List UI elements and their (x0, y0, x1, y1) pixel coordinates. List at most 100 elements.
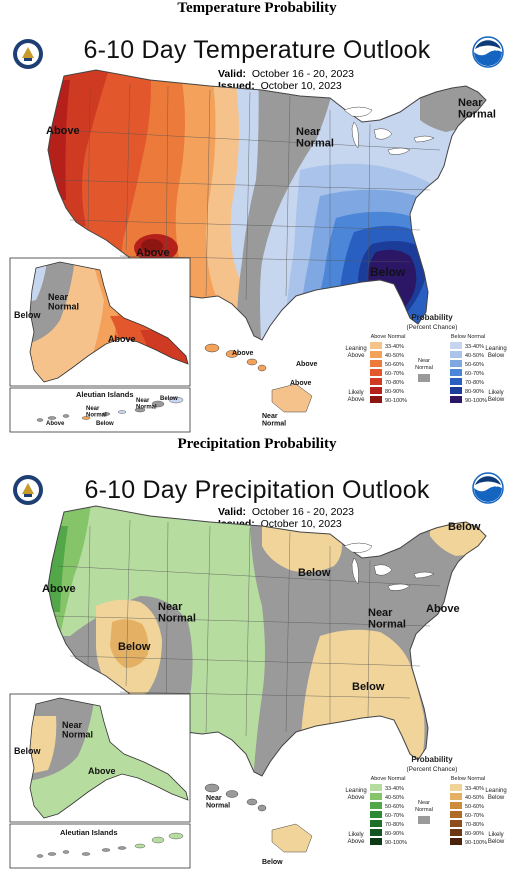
temperature-legend-above-swatch (370, 342, 382, 349)
precipitation-legend-above-swatch (370, 838, 382, 845)
precipitation-label-near-normal-w: Near Normal (158, 601, 196, 625)
temperature-aleutian-inset (9, 387, 191, 433)
precipitation-legend-likely-above: Likely Above (347, 832, 365, 845)
precipitation-great-lakes (343, 542, 435, 591)
temperature-legend-col-above: Above Normal (371, 334, 406, 340)
temperature-legend-likely-below: Likely Below (488, 390, 505, 403)
precipitation-label-below-ne: Below (448, 521, 481, 533)
precipitation-label-alaska-near: Near Normal (62, 720, 93, 740)
precipitation-legend-above-bin: 90-100% (385, 840, 407, 846)
precipitation-heading: Precipitation Probability (177, 436, 337, 452)
temperature-legend-above-swatch (370, 396, 382, 403)
noaa-logo-text: NOAA (479, 483, 497, 489)
temperature-aleutian-islands (36, 396, 184, 422)
precipitation-legend-above-bin: 70-80% (385, 822, 404, 828)
temperature-legend-below-swatch (450, 378, 462, 385)
temperature-legend: Probability (Percent Chance) Above Norma… (345, 313, 506, 404)
temperature-label-near-normal-ne: Near Normal (458, 97, 496, 121)
precipitation-label-hawaii-below: Below (262, 859, 283, 866)
temperature-label-aleut-below1: Below (96, 421, 114, 427)
precipitation-legend-above-bin: 40-50% (385, 795, 404, 801)
temperature-label-above-west: Above (46, 125, 80, 137)
temperature-legend-above-bin: 40-50% (385, 353, 404, 359)
temperature-legend-below-bin: 60-70% (465, 371, 484, 377)
precipitation-label-below-north: Below (298, 567, 331, 579)
temperature-legend-above-swatch (370, 378, 382, 385)
temperature-legend-col-below: Below Normal (451, 334, 485, 340)
temperature-label-aleut-below2: Below (160, 396, 178, 402)
precipitation-legend-below-bin: 50-60% (465, 804, 484, 810)
temperature-legend-leaning-below: Leaning Below (485, 346, 506, 359)
temperature-legend-below-swatch (450, 351, 462, 358)
precipitation-map: Probability (Percent Chance) Above Norma… (9, 505, 507, 869)
temperature-legend-likely-above: Likely Above (347, 390, 365, 403)
temperature-label-hawaii-near: Near Normal (262, 413, 286, 427)
precipitation-legend-likely-below: Likely Below (488, 832, 505, 845)
precipitation-label-hawaii-near: Near Normal (206, 795, 230, 809)
precipitation-legend-below-bin: 33-40% (465, 786, 484, 792)
temperature-label-alaska-below: Below (14, 310, 42, 320)
temperature-great-lakes (343, 106, 435, 155)
temperature-map: Probability (Percent Chance) Above Norma… (9, 69, 507, 433)
temperature-label-aleut-near: Near Normal (86, 406, 107, 418)
temperature-legend-above-swatch (370, 351, 382, 358)
temperature-legend-below-bin: 33-40% (465, 344, 484, 350)
temperature-state-lines (53, 83, 441, 301)
precipitation-legend-above-swatch (370, 820, 382, 827)
temperature-legend-above-bin: 80-90% (385, 389, 404, 395)
temperature-label-aleut-above: Above (46, 421, 65, 427)
precipitation-label-aleutian: Aleutian Islands (60, 828, 118, 837)
precipitation-legend-swatches: 33-40% 33-40% 40-50% 40-50% 50-60% 50-60% 60-7… (370, 784, 487, 846)
temperature-legend-below-swatch (450, 342, 462, 349)
precipitation-map-labels: Above Near Normal Below Below Below Near N… (14, 521, 481, 866)
temperature-heading: Temperature Probability (177, 0, 337, 16)
precipitation-legend-below-bin: 90-100% (465, 840, 487, 846)
temperature-legend-below-swatch (450, 360, 462, 367)
noaa-logo-icon: NOAA (472, 36, 504, 68)
temperature-legend-subtitle: (Percent Chance) (407, 324, 458, 331)
precipitation-aleutian-inset (9, 823, 191, 869)
precipitation-panel: Precipitation Probability NOAA 6-10 Day … (0, 436, 514, 876)
temperature-legend-below-bin: 40-50% (465, 353, 484, 359)
precipitation-label-below-sw: Below (118, 641, 151, 653)
precipitation-legend-below-swatch (450, 811, 462, 818)
temperature-legend-title: Probability (411, 313, 453, 322)
precipitation-legend-below-swatch (450, 829, 462, 836)
precipitation-legend-near-normal: Near Normal (415, 800, 433, 813)
precipitation-legend-below-bin: 80-90% (465, 831, 484, 837)
precipitation-legend-col-above: Above Normal (371, 776, 406, 782)
precipitation-label-near-normal-e: Near Normal (368, 607, 406, 631)
precipitation-legend-leaning-above: Leaning Above (345, 788, 366, 801)
temperature-label-alaska-near: Near Normal (48, 292, 79, 312)
temperature-panel: Temperature Probability NOAA 6-10 Day Te… (0, 0, 514, 435)
temperature-legend-above-bin: 70-80% (385, 380, 404, 386)
precipitation-legend-above-swatch (370, 793, 382, 800)
precipitation-aleutian-islands (36, 832, 184, 858)
precipitation-legend-title: Probability (411, 755, 453, 764)
precipitation-legend-below-swatch (450, 784, 462, 791)
temperature-legend-above-bin: 33-40% (385, 344, 404, 350)
temperature-label-aleutian: Aleutian Islands (76, 390, 134, 399)
noaa-logo-text: NOAA (479, 47, 497, 53)
precipitation-legend-below-swatch (450, 838, 462, 845)
precipitation-legend-leaning-below: Leaning Below (485, 788, 506, 801)
temperature-legend-below-bin: 50-60% (465, 362, 484, 368)
precipitation-legend-subtitle: (Percent Chance) (407, 766, 458, 773)
temperature-legend-swatches: 33-40% 33-40% 40-50% 40-50% 50-60% 50-60% 60-7… (370, 342, 487, 404)
precipitation-hawaii (204, 783, 313, 853)
precipitation-valid: Valid: October 16 - 20, 2023 (218, 506, 355, 518)
temperature-legend-below-swatch (450, 396, 462, 403)
precipitation-legend-below-bin: 60-70% (465, 813, 484, 819)
precipitation-state-lines (53, 519, 441, 737)
precipitation-label-above-west: Above (42, 583, 76, 595)
temperature-label-below-se: Below (370, 265, 406, 279)
precipitation-label-alaska-below: Below (14, 746, 42, 756)
precipitation-legend-above-swatch (370, 811, 382, 818)
temperature-legend-below-bin: 90-100% (465, 398, 487, 404)
precipitation-legend-below-bin: 70-80% (465, 822, 484, 828)
temperature-legend-below-swatch (450, 369, 462, 376)
commerce-seal-icon (12, 474, 44, 506)
precipitation-legend-above-bin: 50-60% (385, 804, 404, 810)
precipitation-legend-near-swatch (418, 816, 430, 824)
temperature-legend-above-swatch (370, 369, 382, 376)
